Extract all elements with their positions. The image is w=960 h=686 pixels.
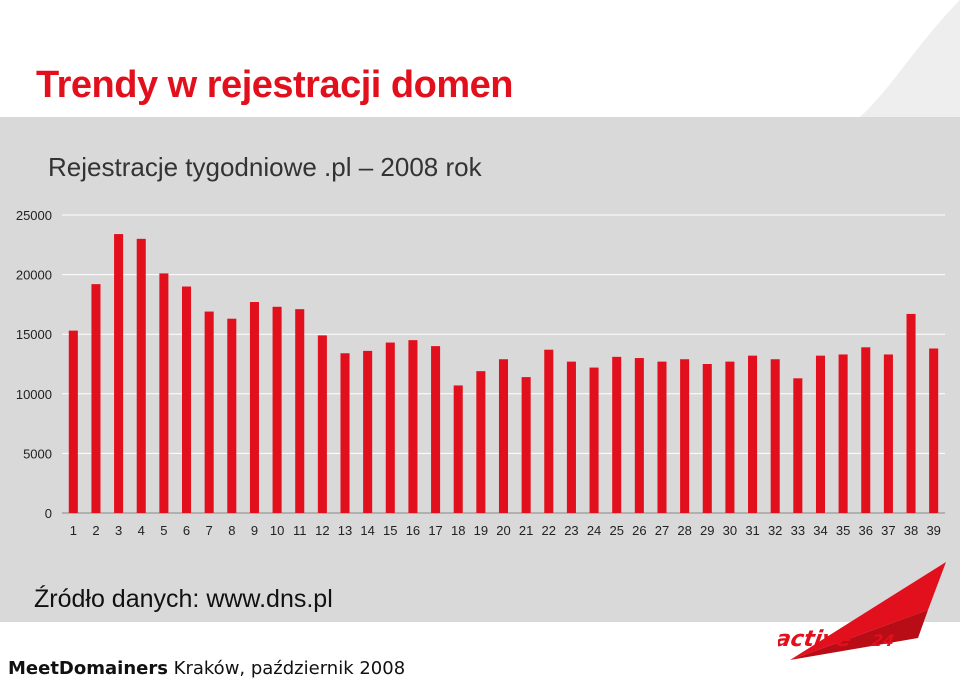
x-tick-label: 28 — [677, 523, 691, 538]
bar-week-37 — [883, 354, 893, 513]
x-tick-label: 1 — [70, 523, 77, 538]
bar-week-25 — [612, 356, 622, 513]
bar-week-9 — [249, 302, 259, 513]
x-tick-label: 2 — [92, 523, 99, 538]
x-tick-label: 30 — [723, 523, 737, 538]
x-tick-label: 22 — [542, 523, 556, 538]
bar-week-5 — [159, 273, 169, 513]
x-tick-label: 8 — [228, 523, 235, 538]
y-tick-label: 5000 — [23, 446, 52, 461]
bar-week-24 — [589, 367, 599, 513]
y-tick-label: 10000 — [16, 387, 52, 402]
chart-title: Rejestracje tygodniowe .pl – 2008 rok — [48, 152, 482, 182]
bar-week-27 — [657, 361, 667, 513]
bar-week-12 — [317, 335, 327, 513]
bar-week-21 — [521, 377, 531, 513]
x-tick-label: 27 — [655, 523, 669, 538]
bar-week-28 — [680, 359, 690, 513]
x-tick-label: 37 — [881, 523, 895, 538]
y-tick-label: 15000 — [16, 327, 52, 342]
bar-week-2 — [91, 284, 101, 513]
x-tick-label: 24 — [587, 523, 601, 538]
footer-brand: MeetDomainers — [8, 658, 168, 679]
x-tick-label: 32 — [768, 523, 782, 538]
bar-week-14 — [363, 350, 373, 513]
x-tick-label: 5 — [160, 523, 167, 538]
bar-week-3 — [114, 234, 124, 513]
bar-week-23 — [566, 361, 576, 513]
x-tick-label: 6 — [183, 523, 190, 538]
x-tick-label: 12 — [315, 523, 329, 538]
y-axis-ticks: 0 5000 10000 15000 20000 25000 — [16, 208, 52, 521]
bar-week-22 — [544, 349, 554, 513]
bar-week-29 — [702, 364, 712, 513]
y-tick-label: 0 — [45, 506, 52, 521]
bar-week-38 — [906, 313, 916, 513]
bar-week-20 — [498, 359, 509, 513]
bar-week-4 — [136, 238, 146, 513]
x-tick-label: 19 — [474, 523, 488, 538]
bar-week-32 — [770, 359, 780, 513]
y-tick-label: 25000 — [16, 208, 52, 223]
x-tick-label: 38 — [904, 523, 918, 538]
bar-week-19 — [476, 371, 486, 513]
x-tick-label: 3 — [115, 523, 122, 538]
svg-text:active: active — [778, 626, 854, 652]
bar-week-36 — [861, 347, 871, 513]
x-tick-label: 35 — [836, 523, 850, 538]
data-source-note: Źródło danych: www.dns.pl — [34, 585, 333, 613]
bar-week-31 — [748, 355, 758, 513]
bar-week-16 — [408, 340, 418, 513]
x-tick-label: 4 — [138, 523, 145, 538]
corner-swoosh-decoration — [860, 0, 960, 117]
bar-week-39 — [929, 348, 939, 513]
bar-week-26 — [634, 358, 644, 513]
x-tick-label: 34 — [813, 523, 827, 538]
x-tick-label: 26 — [632, 523, 646, 538]
x-tick-label: 14 — [360, 523, 374, 538]
x-tick-label: 29 — [700, 523, 714, 538]
x-axis-ticks: 1 2 3 4 5 6 7 8 9 10 11 12 13 14 15 16 17 18 19 20 21 22 23 24 2… — [70, 523, 941, 538]
bar-week-18 — [453, 385, 463, 513]
x-tick-label: 33 — [791, 523, 805, 538]
x-tick-label: 39 — [926, 523, 940, 538]
x-tick-label: 23 — [564, 523, 578, 538]
bar-week-10 — [272, 306, 282, 513]
x-tick-label: 18 — [451, 523, 465, 538]
bar-week-17 — [431, 346, 441, 513]
active24-logo: active 24 — [778, 562, 946, 660]
x-tick-label: 25 — [609, 523, 623, 538]
x-tick-label: 31 — [745, 523, 759, 538]
svg-text:24: 24 — [870, 631, 896, 650]
bar-week-11 — [295, 309, 305, 513]
bar-week-33 — [793, 378, 803, 513]
x-tick-label: 36 — [859, 523, 873, 538]
bars — [68, 234, 939, 513]
x-tick-label: 9 — [251, 523, 258, 538]
bar-week-13 — [340, 353, 350, 513]
bar-week-35 — [838, 354, 848, 513]
bar-week-6 — [181, 286, 192, 513]
bar-week-30 — [725, 361, 735, 513]
bar-week-7 — [204, 311, 214, 513]
bar-week-1 — [68, 330, 78, 513]
bar-week-8 — [227, 318, 237, 513]
x-tick-label: 17 — [428, 523, 442, 538]
bar-week-34 — [815, 355, 826, 513]
x-tick-label: 20 — [496, 523, 510, 538]
footer: MeetDomainers Kraków, październik 2008 — [8, 658, 405, 679]
x-tick-label: 7 — [206, 523, 213, 538]
x-tick-label: 21 — [519, 523, 533, 538]
x-tick-label: 11 — [293, 523, 307, 538]
x-tick-label: 10 — [270, 523, 284, 538]
x-tick-label: 13 — [338, 523, 352, 538]
x-tick-label: 16 — [406, 523, 420, 538]
x-tick-label: 15 — [383, 523, 397, 538]
footer-location-date: Kraków, październik 2008 — [167, 658, 406, 679]
bar-week-15 — [385, 342, 395, 513]
slide-title: Trendy w rejestracji domen — [36, 64, 513, 106]
y-tick-label: 20000 — [16, 268, 52, 283]
